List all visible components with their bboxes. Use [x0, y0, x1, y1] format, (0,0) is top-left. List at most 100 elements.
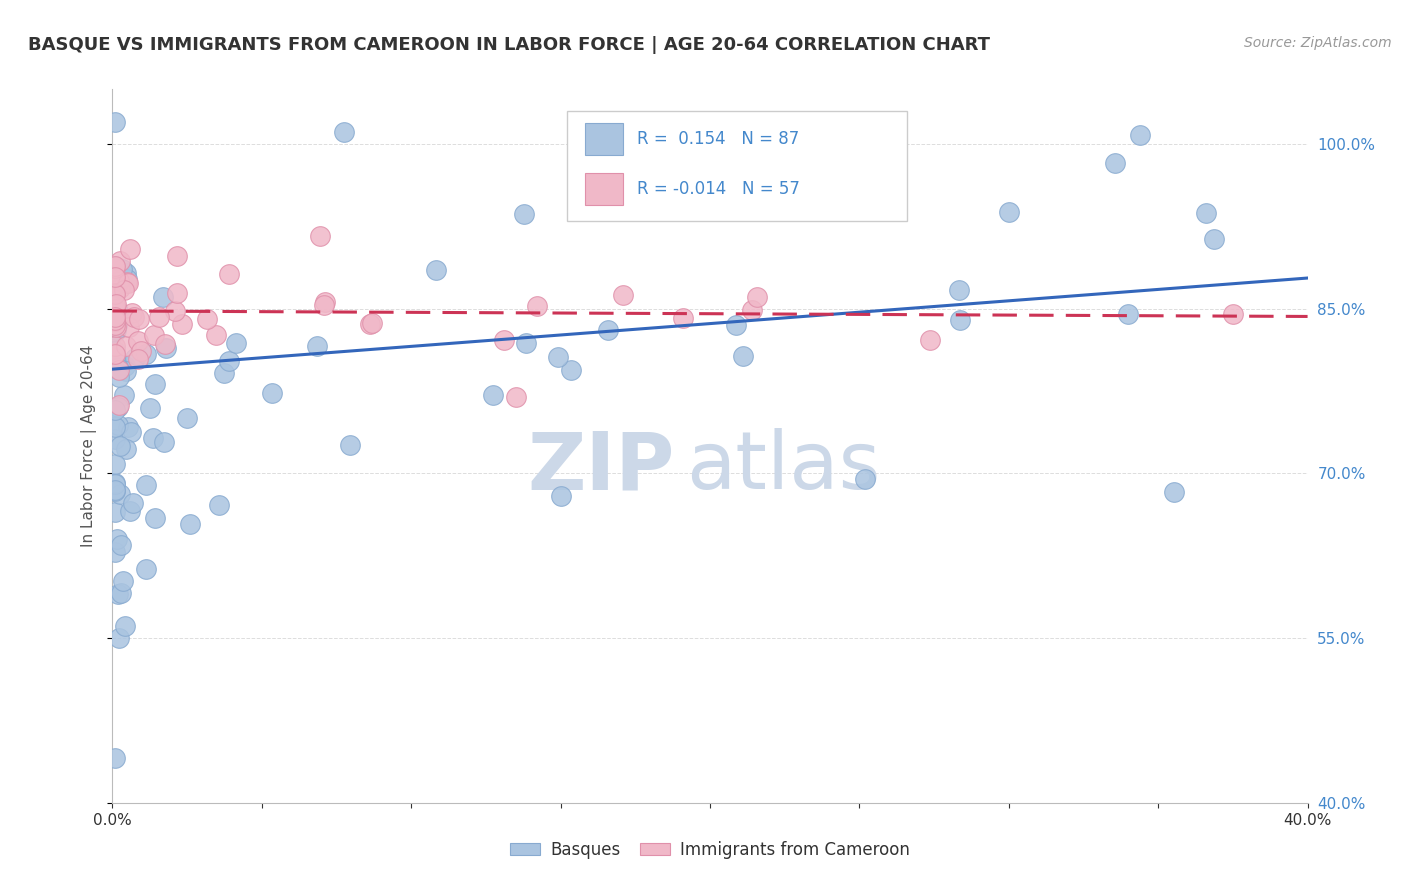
Point [515, 336, 537, 351]
Point [128, 312, 150, 326]
Point [314, 294, 336, 309]
Point [107, 587, 129, 601]
Point [124, 310, 146, 324]
Legend: Basques, Immigrants from Cameroon: Basques, Immigrants from Cameroon [503, 835, 917, 866]
Point [176, 411, 198, 425]
Point [115, 271, 138, 285]
Point [104, 347, 127, 361]
Point [115, 339, 138, 353]
Point [560, 363, 582, 377]
Point [104, 286, 127, 301]
Point [1195, 206, 1218, 220]
Point [104, 301, 127, 316]
Point [122, 496, 145, 510]
Bar [585, 172, 623, 204]
Point [112, 283, 135, 297]
Point [152, 290, 174, 304]
Point [104, 260, 127, 275]
Point [104, 279, 127, 293]
Point [153, 336, 176, 351]
Point [104, 343, 127, 358]
Point [998, 205, 1021, 219]
Point [526, 299, 548, 313]
Point [114, 266, 136, 280]
Text: Source: ZipAtlas.com: Source: ZipAtlas.com [1244, 36, 1392, 50]
Point [165, 304, 187, 318]
Point [153, 435, 176, 450]
Point [671, 310, 693, 325]
Point [949, 313, 972, 327]
Point [166, 249, 188, 263]
Point [104, 325, 127, 339]
Point [110, 439, 132, 453]
Point [598, 323, 620, 337]
Point [741, 303, 763, 318]
Point [111, 574, 134, 588]
Point [110, 538, 132, 552]
Point [114, 388, 136, 402]
Point [110, 262, 132, 277]
Point [1104, 156, 1126, 170]
Point [148, 310, 170, 324]
Point [505, 390, 527, 404]
Point [1129, 128, 1152, 142]
Point [104, 476, 127, 491]
Point [129, 343, 152, 358]
Point [143, 377, 166, 392]
Point [108, 398, 131, 412]
Point [745, 289, 768, 303]
Point [312, 298, 335, 312]
Point [104, 270, 127, 285]
Point [918, 333, 941, 347]
Point [853, 472, 876, 486]
Point [117, 276, 139, 290]
Point [104, 339, 127, 353]
Point [208, 498, 231, 512]
Point [107, 318, 129, 332]
Point [105, 533, 128, 547]
Point [143, 510, 166, 524]
Point [104, 310, 127, 325]
Point [110, 586, 132, 600]
Point [104, 298, 127, 312]
Point [513, 207, 536, 221]
Point [195, 312, 218, 326]
Point [104, 361, 127, 376]
Point [127, 351, 149, 366]
Point [547, 350, 569, 364]
Point [135, 347, 157, 361]
Point [104, 318, 127, 333]
Point [108, 369, 131, 384]
Point [108, 274, 131, 288]
Text: BASQUE VS IMMIGRANTS FROM CAMEROON IN LABOR FORCE | AGE 20-64 CORRELATION CHART: BASQUE VS IMMIGRANTS FROM CAMEROON IN LA… [28, 36, 990, 54]
Point [104, 259, 127, 273]
Point [212, 366, 235, 380]
Point [1202, 232, 1225, 246]
Y-axis label: In Labor Force | Age 20-64: In Labor Force | Age 20-64 [80, 345, 97, 547]
Point [107, 303, 129, 318]
Point [104, 483, 127, 498]
Point [118, 504, 141, 518]
Point [105, 320, 128, 334]
Point [218, 267, 240, 281]
Point [225, 335, 247, 350]
Point [110, 254, 132, 268]
Point [107, 360, 129, 375]
Point [492, 333, 515, 347]
Point [360, 316, 382, 330]
Point [359, 317, 381, 331]
Point [104, 285, 127, 300]
Point [108, 631, 131, 645]
Point [135, 478, 157, 492]
Point [107, 400, 129, 414]
Point [135, 562, 157, 576]
Point [1222, 307, 1244, 321]
Point [104, 505, 127, 519]
Point [170, 317, 193, 331]
Point [142, 328, 165, 343]
Point [107, 363, 129, 377]
Point [724, 318, 747, 333]
Text: ZIP: ZIP [527, 428, 675, 507]
Point [127, 334, 149, 348]
Point [124, 351, 146, 365]
